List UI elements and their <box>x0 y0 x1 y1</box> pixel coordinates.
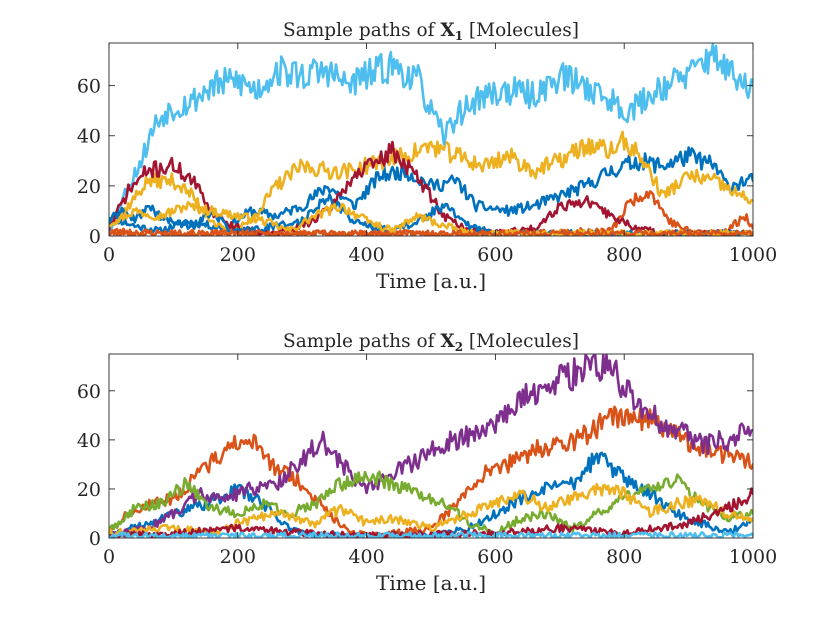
series-line-path-8 <box>109 229 753 236</box>
series-group <box>109 354 753 538</box>
y-tick-label: 40 <box>77 430 101 452</box>
x-tick-label: 200 <box>220 244 256 266</box>
title-suffix: [Molecules] <box>463 20 579 41</box>
y-tick-label: 20 <box>77 176 101 198</box>
x-tick-label: 1000 <box>729 546 777 568</box>
x-tick-label: 600 <box>477 244 513 266</box>
y-tick-label: 60 <box>77 76 101 98</box>
x-tick-label: 200 <box>220 546 256 568</box>
series-line-path-7 <box>109 531 753 538</box>
x-tick-label: 0 <box>103 546 115 568</box>
x-tick-label: 0 <box>103 244 115 266</box>
series-line-path-1 <box>109 146 753 235</box>
title-prefix: Sample paths of <box>283 20 440 41</box>
x-tick-label: 400 <box>348 546 384 568</box>
series-line-path-3 <box>109 354 753 538</box>
axes-box <box>108 353 754 539</box>
y-tick-label: 20 <box>77 479 101 501</box>
x-tick-label: 600 <box>477 546 513 568</box>
x-tick-label: 800 <box>606 244 642 266</box>
chart-title: Sample paths of X1 [Molecules] <box>283 20 579 43</box>
y-tick-label: 40 <box>77 126 101 148</box>
series-line-path-3 <box>109 130 753 234</box>
title-subscript: 2 <box>455 340 463 354</box>
x-tick-label: 1000 <box>729 244 777 266</box>
chart-1: 0 200 400 600 800 1000 0 20 40 60 Time [a.u.] Sampl… <box>77 20 777 293</box>
axes-box <box>108 42 754 237</box>
title-symbol: X <box>440 331 455 352</box>
x-tick-label: 800 <box>606 546 642 568</box>
title-subscript: 1 <box>455 29 463 43</box>
title-suffix: [Molecules] <box>463 331 579 352</box>
series-line-path-4 <box>109 470 753 537</box>
y-tick-label: 0 <box>89 528 101 550</box>
title-symbol: X <box>440 20 455 41</box>
x-tick-label: 400 <box>348 244 384 266</box>
x-axis-label: Time [a.u.] <box>376 269 486 293</box>
title-prefix: Sample paths of <box>283 331 440 352</box>
series-line-path-6 <box>109 487 753 538</box>
chart-title: Sample paths of X2 [Molecules] <box>283 331 579 354</box>
y-tick-label: 0 <box>89 226 101 248</box>
y-tick-label: 60 <box>77 381 101 403</box>
series-line-path-4 <box>109 43 753 234</box>
x-axis-label: Time [a.u.] <box>376 571 486 595</box>
chart-2: 0 200 400 600 800 1000 0 20 40 60 Time [a.u.] Sampl… <box>77 331 777 595</box>
series-group <box>109 43 753 236</box>
